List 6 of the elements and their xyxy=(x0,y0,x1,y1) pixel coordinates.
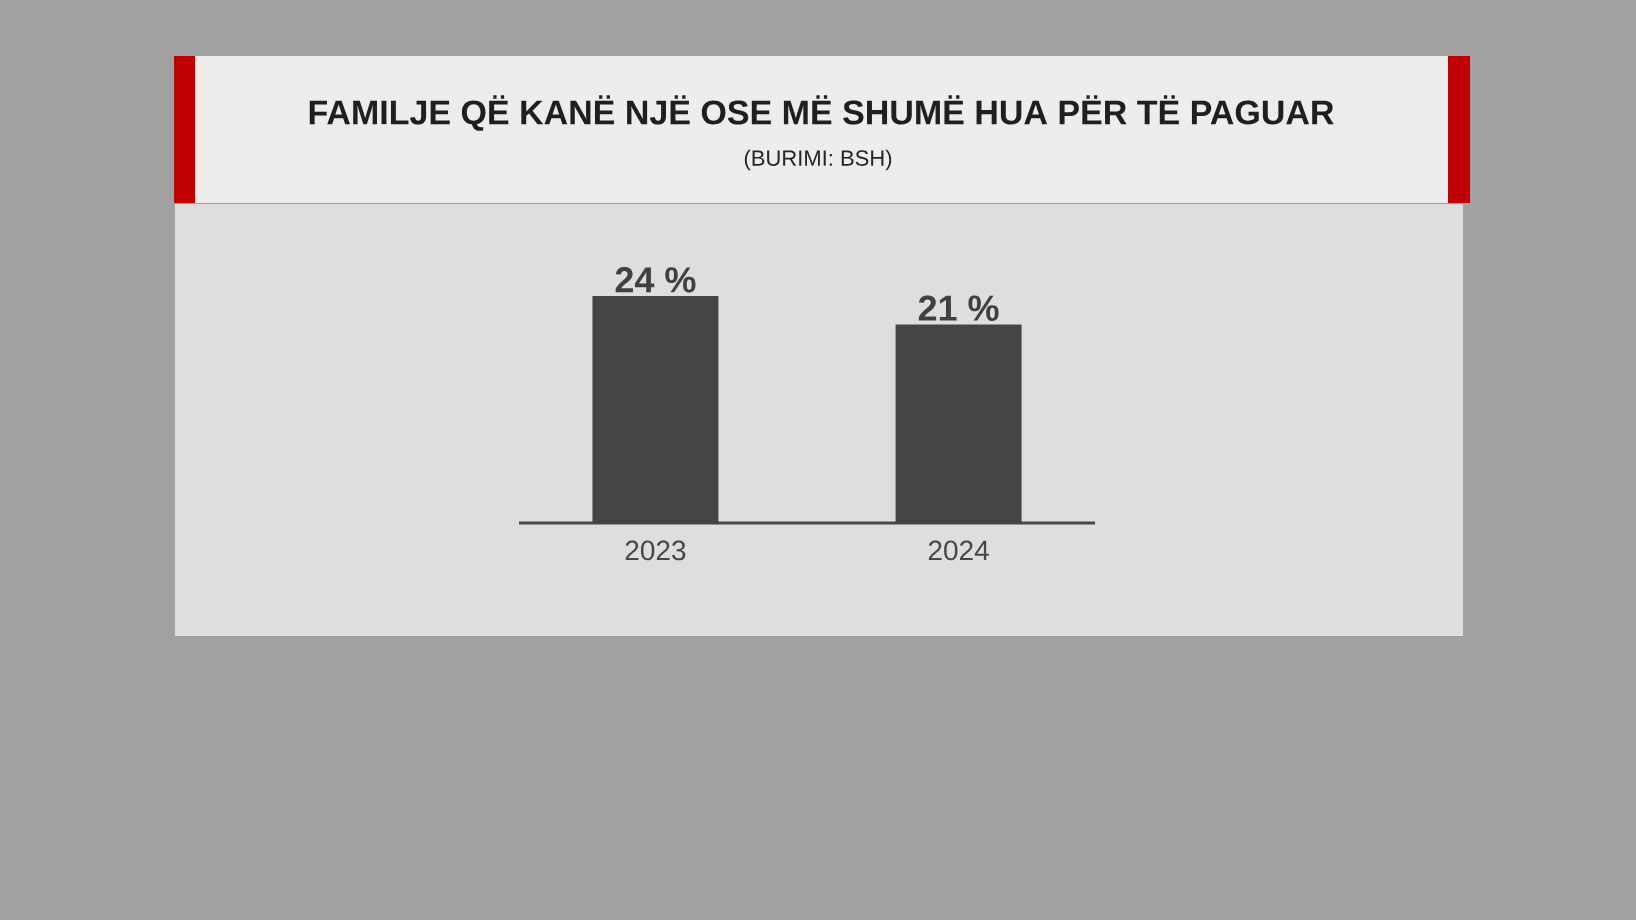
data-label: 24 % xyxy=(615,267,696,293)
x-tick-label: 2023 xyxy=(625,540,686,561)
chart-title: FAMILJE QË KANË NJË OSE MË SHUMË HUA PËR TË PAGUAR xyxy=(309,95,1334,131)
data-label: 21 % xyxy=(918,295,999,321)
chart-subtitle: (BURIMI: BSH) xyxy=(744,149,892,171)
x-tick-label: 2024 xyxy=(928,540,989,561)
